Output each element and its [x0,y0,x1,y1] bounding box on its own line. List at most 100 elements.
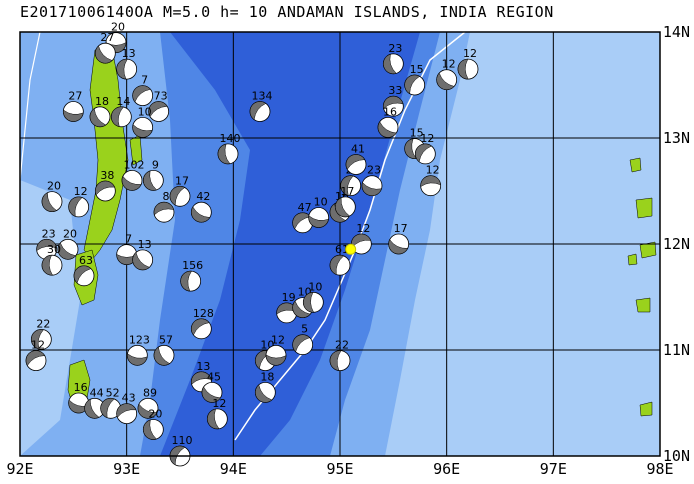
depth-label: 156 [182,259,203,272]
depth-label: 18 [260,370,274,383]
focal-mechanism[interactable]: 27 [62,90,84,122]
beachball-quadrant [201,386,221,403]
focal-mechanism[interactable]: 13 [190,360,212,393]
beachball-quadrant [95,45,113,64]
focal-mechanism[interactable]: 10 [308,196,330,228]
focal-mechanism[interactable]: 12 [457,47,479,80]
focal-mechanism[interactable]: 45 [201,370,223,403]
focal-mechanism[interactable]: 102 [121,158,145,191]
focal-mechanism[interactable]: 61 [329,243,351,276]
depth-label: 42 [196,190,210,203]
focal-mechanism[interactable]: 12 [420,164,442,197]
focal-mechanism[interactable]: 17 [334,185,356,218]
depth-label: 12 [426,164,440,177]
lat-tick-label: 12N [663,235,690,253]
focal-mechanism[interactable]: 43 [116,392,138,425]
focal-mechanism[interactable]: 140 [217,132,241,165]
depth-label: 61 [335,243,349,256]
beachball-quadrant [329,255,345,275]
beachball-quadrant [308,215,329,228]
beachball-quadrant [132,124,153,138]
focal-mechanism[interactable]: 134 [249,90,273,122]
depth-label: 23 [367,164,381,177]
focal-mechanism[interactable]: 12 [265,333,287,366]
depth-label: 12 [271,333,285,346]
focal-mechanism[interactable]: 12 [25,339,47,372]
depth-label: 12 [212,397,226,410]
focal-mechanism[interactable]: 57 [153,333,175,366]
depth-label: 20 [148,408,162,421]
depth-label: 20 [63,227,77,240]
focal-mechanism[interactable]: 42 [190,190,212,223]
beachball-quadrant [404,74,421,95]
focal-mechanism[interactable]: 44 [84,386,106,419]
axis-labels: 92E 93E 94E 95E 96E 97E 98E 14N 13N 12N 11N 10N [6,23,690,478]
focal-mechanism[interactable]: 8 [153,190,175,223]
focal-mechanism[interactable]: 18 [89,95,111,128]
beachball-quadrant [137,403,158,419]
myanmar-coast-island-4 [627,253,638,266]
focal-mechanism[interactable]: 73 [148,90,170,122]
focal-mechanism[interactable]: 17 [169,174,191,207]
beachball-quadrant [415,143,432,163]
focal-mechanism[interactable]: 15 [404,127,426,160]
focal-mechanism[interactable]: 89 [137,386,159,419]
focal-mechanism[interactable]: 27 [94,31,116,64]
focal-mechanism[interactable]: 23 [361,164,383,197]
focal-mechanism[interactable]: 13 [116,47,138,80]
beachball-quadrant [143,170,158,191]
focal-mechanism[interactable]: 20 [41,180,63,213]
focal-mechanism[interactable]: 30 [41,243,63,276]
focal-mechanism[interactable]: 22 [329,339,351,372]
beachball-quadrant [68,399,89,414]
focal-mechanism[interactable]: 12 [206,397,228,430]
depth-label: 16 [383,105,397,118]
focal-mechanism[interactable]: 5 [292,323,314,356]
focal-mechanism[interactable]: 156 [180,259,204,292]
focal-mechanism[interactable]: 14 [110,95,132,128]
focal-mechanism[interactable]: 18 [254,370,276,403]
focal-mechanism[interactable]: 33 [382,84,404,117]
focal-mechanism[interactable]: 20 [142,408,164,440]
focal-mechanism[interactable]: 20 [57,227,79,260]
beachball-quadrant [420,175,441,188]
focal-mechanism[interactable]: 15 [404,63,426,96]
depth-label: 20 [111,21,125,34]
focal-mechanism[interactable]: 22 [30,317,52,350]
focal-mechanism[interactable]: 9 [142,158,164,191]
depth-label: 47 [298,201,312,214]
focal-mechanism[interactable]: 23 [36,227,58,260]
focal-mechanism[interactable]: 7 [116,233,138,266]
focal-mechanism[interactable]: 7 [132,74,154,106]
depth-label: 57 [159,333,173,346]
beachball-quadrant [143,419,157,440]
focal-mechanism[interactable]: 16 [377,105,399,138]
lat-tick-label: 11N [663,341,690,359]
focal-mechanism[interactable]: 13 [132,238,154,271]
depth-label: 23 [388,42,402,55]
beachball-quadrant [132,85,151,103]
beachball-quadrant [84,398,100,419]
lon-tick-label: 94E [220,460,247,478]
beachball-quadrant [73,265,92,284]
focal-mechanism[interactable]: 23 [382,42,404,75]
focal-mechanism[interactable]: 63 [73,254,95,287]
beachball-quadrant [335,197,351,218]
focal-mechanism[interactable]: 12 [436,58,458,91]
focal-mechanism[interactable]: 17 [388,222,410,255]
focal-mechanism[interactable]: 41 [345,143,367,175]
depth-label: 12 [356,222,370,235]
focal-mechanism[interactable]: 128 [190,307,214,340]
focal-mechanism[interactable]: 12 [68,185,90,218]
focal-mechanism[interactable]: 123 [126,333,150,366]
beachball-quadrant [68,196,83,217]
focal-mechanism[interactable]: 38 [94,169,116,202]
depth-label: 17 [175,174,189,187]
focal-mechanism[interactable]: 12 [350,222,372,255]
focal-mechanism[interactable]: 10 [302,280,324,313]
epicenter-marker[interactable] [345,243,357,255]
lat-tick-label: 13N [663,129,690,147]
depth-label: 134 [252,90,273,103]
focal-mechanism[interactable]: 12 [414,132,436,165]
focal-mechanism[interactable]: 10 [132,105,154,138]
